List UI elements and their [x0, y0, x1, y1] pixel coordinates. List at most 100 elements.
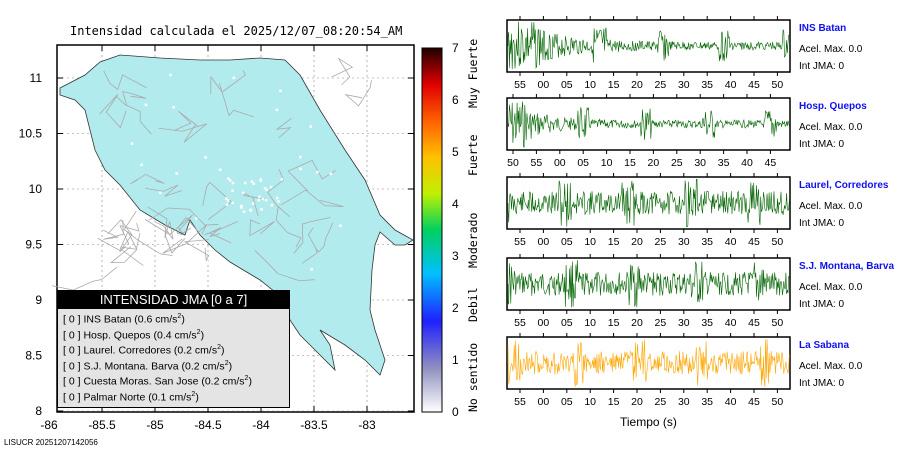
colorbar-tick: 0 — [452, 405, 459, 419]
legend-item: [ 0 ] Cuesta Moras. San Jose (0.2 cm/s2) — [63, 375, 252, 388]
colorbar-tick: 2 — [452, 301, 459, 315]
colorbar-tick: 3 — [452, 249, 459, 263]
trace-time-tick: 55 — [514, 79, 526, 91]
station-marker — [275, 196, 279, 200]
station-marker — [299, 155, 302, 159]
station-marker — [159, 191, 162, 195]
trace-time-tick: 10 — [584, 236, 596, 248]
station-marker — [239, 204, 243, 208]
colorbar-label: Muy Fuerte — [466, 38, 480, 108]
legend-item: [ 0 ] S.J. Montana. Barva (0.2 cm/s2) — [63, 359, 233, 373]
map-x-ticks: -86 -85.5 -85 -84.5 -84 -83.5 -83 — [40, 45, 376, 432]
x-tick-label: -83 — [358, 418, 376, 432]
trace-time-tick: 45 — [748, 236, 760, 248]
acel-max: Acel. Max. 0.0 — [799, 361, 863, 372]
trace-time-tick: 10 — [584, 396, 596, 408]
legend-station-name: INS Batan — [83, 313, 132, 326]
trace-time-tick: 20 — [648, 157, 660, 169]
trace-time-tick: 20 — [631, 79, 643, 91]
station-marker — [130, 142, 134, 145]
station-marker — [125, 244, 129, 248]
colorbar-ticks: 0 1 2 3 4 5 6 7 — [452, 41, 459, 419]
trace-time-tick: 35 — [701, 396, 713, 408]
station-marker — [269, 185, 273, 189]
legend-station-name: Palmar Norte — [83, 391, 146, 403]
trace-time-tick: 15 — [608, 79, 620, 91]
intensity-legend: INTENSIDAD JMA [0 a 7] [ 0 ] INS Batan (… — [57, 290, 290, 408]
colorbar-tick: 4 — [452, 197, 459, 211]
map-roads — [52, 57, 372, 320]
colorbar-tick: 7 — [452, 41, 459, 55]
y-tick-label: 9 — [35, 293, 42, 307]
station-name: La Sabana — [799, 340, 850, 351]
trace-time-tick: 40 — [725, 236, 737, 248]
footer-id: LISUCR 20251207142056 — [4, 438, 98, 447]
legend-station-name: S.J. Montana. Barva — [83, 360, 179, 372]
waveform-line — [507, 339, 790, 387]
legend-item: [ 0 ] Hosp. Quepos (0.4 cm/s2) — [63, 328, 205, 342]
acel-max: Acel. Max. 0.0 — [799, 44, 863, 55]
trace-time-tick: 30 — [678, 396, 690, 408]
y-tick-label: 10.5 — [19, 127, 43, 141]
trace-time-tick: 05 — [561, 317, 573, 329]
trace-time-tick: 00 — [538, 317, 550, 329]
int-jma: Int JMA: 0 — [799, 218, 845, 229]
trace-time-tick: 40 — [725, 396, 737, 408]
colorbar-label: No sentido — [466, 342, 480, 412]
trace-time-tick: 40 — [725, 79, 737, 91]
station-marker — [226, 199, 230, 202]
trace-time-tick: 00 — [538, 79, 550, 91]
station-marker — [310, 268, 313, 271]
trace-time-tick: 55 — [514, 317, 526, 329]
trace-time-tick: 05 — [561, 396, 573, 408]
trace-time-tick: 40 — [725, 317, 737, 329]
station-marker — [265, 188, 268, 192]
station-marker — [339, 224, 342, 228]
station-marker — [161, 236, 165, 240]
station-marker — [309, 125, 312, 128]
station-marker — [329, 172, 333, 176]
trace-time-tick: 05 — [561, 236, 573, 248]
legend-item: [ 0 ] INS Batan (0.6 cm/s2) — [63, 313, 185, 326]
station-marker — [194, 217, 198, 220]
trace-time-tick: 00 — [538, 396, 550, 408]
trace-panel — [506, 257, 791, 311]
station-marker — [225, 197, 228, 200]
trace-time-tick: 50 — [772, 317, 784, 329]
trace-time-tick: 45 — [748, 79, 760, 91]
station-marker — [140, 163, 143, 167]
station-marker — [228, 179, 232, 182]
waveform-line — [507, 101, 790, 148]
legend-station-name: Cuesta Moras. San Jose — [83, 375, 199, 388]
y-tick-label: 10 — [29, 182, 43, 196]
station-marker — [204, 156, 207, 159]
station-marker — [258, 195, 261, 199]
colorbar-label: Debil — [466, 287, 480, 322]
station-name: S.J. Montana, Barva — [799, 261, 895, 272]
trace-time-tick: 20 — [631, 317, 643, 329]
station-marker — [259, 179, 263, 182]
station-marker — [232, 76, 236, 80]
trace-time-tick: 15 — [608, 236, 620, 248]
trace-time-tick: 45 — [765, 157, 777, 169]
x-tick-label: -85.5 — [88, 418, 116, 432]
trace-time-tick: 55 — [531, 157, 543, 169]
trace-time-tick: 35 — [701, 236, 713, 248]
trace-time-tick: 50 — [772, 236, 784, 248]
station-marker — [316, 170, 319, 174]
x-tick-label: -85 — [146, 418, 164, 432]
trace-time-tick: 00 — [554, 157, 566, 169]
station-marker — [251, 202, 255, 205]
station-marker — [299, 167, 302, 171]
x-tick-label: -84.5 — [194, 418, 222, 432]
station-marker — [261, 197, 265, 201]
trace-time-tick: 50 — [507, 157, 519, 169]
waveform-line — [507, 178, 790, 228]
trace-time-tick: 40 — [741, 157, 753, 169]
y-tick-label: 11 — [30, 71, 43, 85]
station-marker — [270, 203, 274, 207]
station-marker — [175, 172, 178, 175]
int-jma: Int JMA: 0 — [799, 139, 845, 150]
trace-time-tick: 25 — [655, 236, 667, 248]
trace-time-tick: 05 — [577, 157, 589, 169]
